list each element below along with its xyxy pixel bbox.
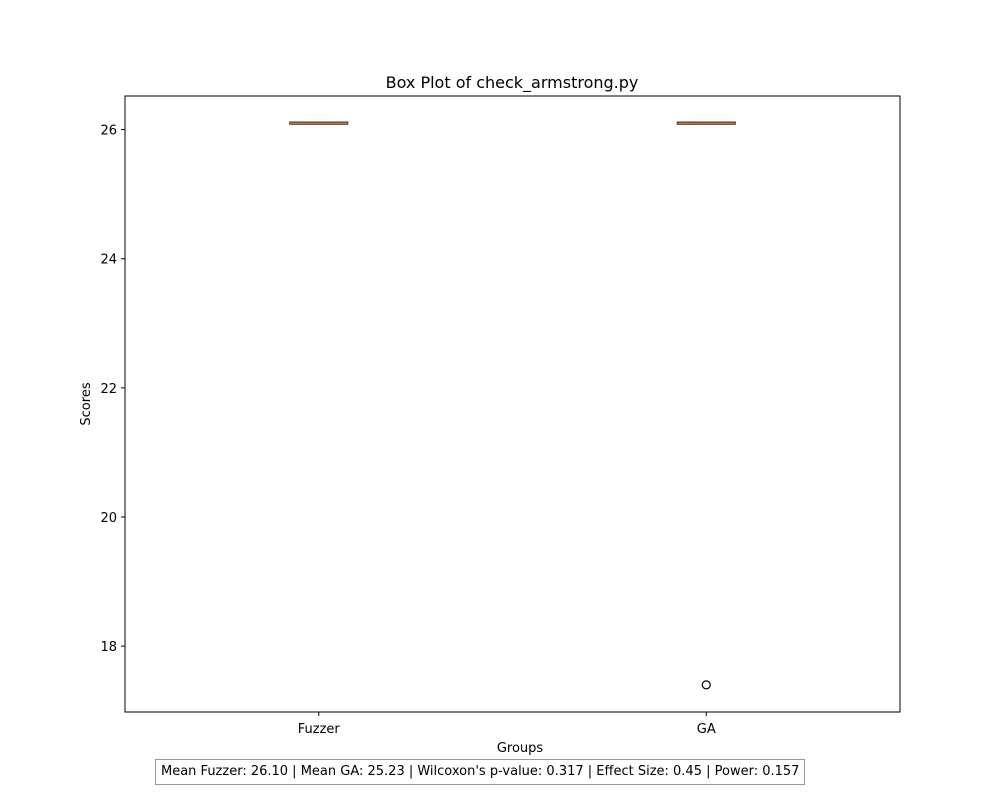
- y-axis-label: Scores: [79, 382, 94, 425]
- y-tick-label: 24: [100, 253, 117, 268]
- y-tick-label: 18: [100, 640, 117, 655]
- y-tick-label: 22: [100, 382, 117, 397]
- outlier-point: [701, 680, 711, 690]
- box-group-fuzzer: [289, 121, 349, 125]
- plot-area-frame: [124, 95, 901, 713]
- y-tick-label: 26: [100, 124, 117, 139]
- y-tick-label: 20: [100, 511, 117, 526]
- x-tick-label: GA: [697, 722, 716, 737]
- y-axis: 18 20 22 24 26: [100, 124, 125, 655]
- x-tick-label: Fuzzer: [298, 722, 341, 737]
- box-group-ga: [676, 121, 736, 690]
- stats-summary-box: Mean Fuzzer: 26.10 | Mean GA: 25.23 | Wi…: [155, 759, 806, 785]
- x-axis: Fuzzer GA: [298, 712, 716, 737]
- x-axis-label: Groups: [497, 741, 544, 756]
- chart-title: Box Plot of check_armstrong.py: [386, 73, 639, 93]
- box-series: [289, 121, 736, 690]
